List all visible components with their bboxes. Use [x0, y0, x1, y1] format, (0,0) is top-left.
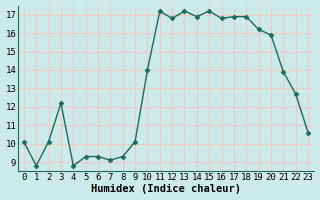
X-axis label: Humidex (Indice chaleur): Humidex (Indice chaleur) [91, 184, 241, 194]
